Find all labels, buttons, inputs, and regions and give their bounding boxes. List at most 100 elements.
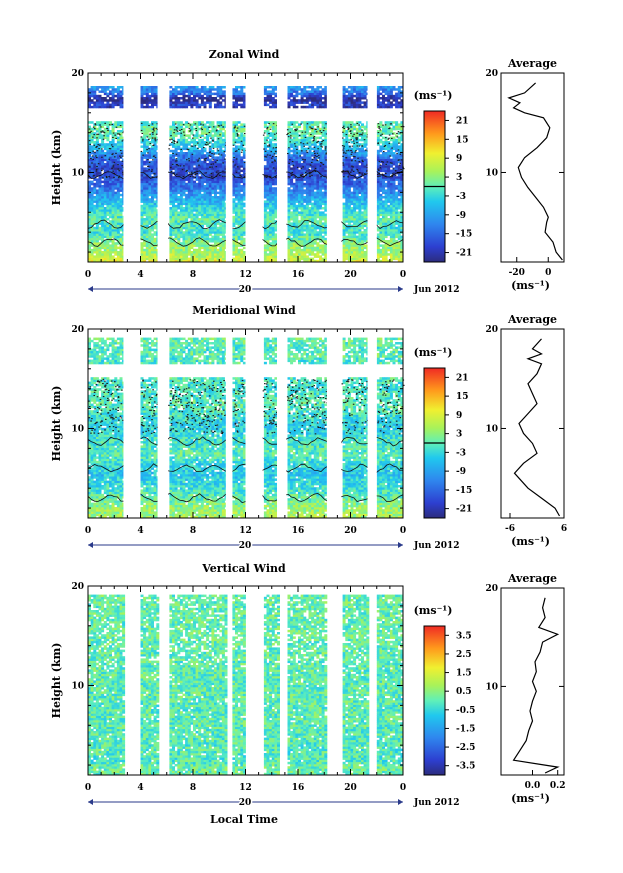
heatmap-cell bbox=[193, 222, 196, 225]
heatmap-cell bbox=[269, 202, 273, 206]
heatmap-cell bbox=[174, 207, 178, 210]
heatmap-cell bbox=[114, 94, 118, 98]
heatmap-cell bbox=[119, 257, 123, 261]
heatmap-cell bbox=[271, 125, 275, 129]
heatmap-cell bbox=[148, 156, 152, 159]
heatmap-cell bbox=[185, 235, 189, 239]
heatmap-cell bbox=[319, 169, 322, 173]
heatmap-cell bbox=[242, 154, 246, 157]
heatmap-cell bbox=[345, 248, 349, 252]
heatmap-cell bbox=[269, 229, 273, 232]
heatmap-cell bbox=[169, 103, 173, 107]
heatmap-cell bbox=[342, 240, 346, 243]
heatmap-cell bbox=[221, 182, 225, 186]
heatmap-cell bbox=[193, 136, 196, 140]
heatmap-cell bbox=[269, 222, 273, 225]
heatmap-cell bbox=[287, 229, 291, 232]
heatmap-cell bbox=[98, 215, 102, 219]
heatmap-cell bbox=[95, 248, 99, 252]
heatmap-cell bbox=[93, 213, 97, 217]
heatmap-cell bbox=[119, 154, 123, 157]
heatmap-cell bbox=[103, 235, 107, 239]
heatmap-cell bbox=[208, 147, 212, 151]
heatmap-cell bbox=[298, 251, 301, 254]
heatmap-cell bbox=[174, 193, 178, 197]
heatmap-cell bbox=[240, 92, 244, 96]
heatmap-cell bbox=[347, 248, 351, 252]
heatmap-cell bbox=[116, 193, 120, 197]
heatmap-cell bbox=[271, 147, 275, 151]
heatmap-cell bbox=[106, 196, 110, 199]
heatmap-cell bbox=[316, 176, 320, 179]
heatmap-cell bbox=[177, 92, 181, 96]
heatmap-cell bbox=[242, 141, 246, 144]
heatmap-cell bbox=[355, 191, 359, 195]
heatmap-cell bbox=[119, 143, 123, 146]
heatmap-cell bbox=[101, 235, 105, 239]
heatmap-cell bbox=[106, 99, 110, 102]
heatmap-cell bbox=[324, 147, 328, 151]
heatmap-cell bbox=[355, 246, 359, 250]
heatmap-cell bbox=[193, 145, 196, 148]
heatmap-cell bbox=[287, 169, 291, 173]
heatmap-cell bbox=[111, 207, 115, 210]
heatmap-cell bbox=[350, 255, 354, 258]
heatmap-cell bbox=[179, 187, 183, 190]
heatmap-cell bbox=[179, 209, 183, 212]
heatmap-cell bbox=[98, 226, 102, 230]
heatmap-cell bbox=[190, 253, 194, 256]
heatmap-cell bbox=[93, 94, 97, 98]
heatmap-cell bbox=[237, 207, 241, 210]
heatmap-cell bbox=[345, 97, 349, 100]
heatmap-cell bbox=[266, 182, 270, 186]
heatmap-cell bbox=[106, 165, 110, 168]
heatmap-cell bbox=[208, 200, 212, 203]
heatmap-cell bbox=[169, 125, 173, 129]
heatmap-cell bbox=[114, 176, 118, 179]
heatmap-cell bbox=[355, 178, 359, 181]
heatmap-cell bbox=[111, 233, 115, 236]
heatmap-cell bbox=[271, 158, 275, 162]
heatmap-cell bbox=[347, 218, 351, 221]
heatmap-cell bbox=[292, 169, 296, 173]
heatmap-cell bbox=[148, 237, 152, 241]
heatmap-cell bbox=[198, 211, 202, 214]
heatmap-cell bbox=[182, 218, 186, 221]
heatmap-cell bbox=[305, 92, 309, 96]
heatmap-cell bbox=[303, 90, 307, 93]
heatmap-cell bbox=[153, 97, 157, 100]
heatmap-cell bbox=[345, 209, 349, 212]
heatmap-cell bbox=[342, 141, 346, 144]
heatmap-cell bbox=[266, 167, 270, 170]
heatmap-cell bbox=[208, 202, 212, 206]
heatmap-cell bbox=[316, 160, 320, 164]
heatmap-cell bbox=[145, 224, 149, 228]
heatmap-cell bbox=[187, 174, 191, 177]
heatmap-cell bbox=[103, 167, 107, 170]
heatmap-cell bbox=[219, 185, 223, 188]
heatmap-cell bbox=[203, 257, 207, 261]
heatmap-cell bbox=[116, 103, 120, 107]
heatmap-cell bbox=[232, 202, 236, 206]
heatmap-cell bbox=[190, 182, 194, 186]
heatmap-cell bbox=[290, 189, 294, 192]
heatmap-cell bbox=[313, 182, 317, 186]
heatmap-cell bbox=[190, 202, 194, 206]
heatmap-cell bbox=[109, 224, 112, 228]
heatmap-cell bbox=[271, 134, 275, 137]
heatmap-cell bbox=[298, 141, 301, 144]
heatmap-cell bbox=[290, 158, 294, 162]
heatmap-cell bbox=[308, 193, 312, 197]
heatmap-cell bbox=[232, 92, 236, 96]
heatmap-cell bbox=[263, 180, 267, 184]
heatmap-cell bbox=[172, 218, 175, 221]
heatmap-cell bbox=[206, 187, 210, 190]
heatmap-cell bbox=[303, 86, 307, 89]
heatmap-cell bbox=[95, 204, 99, 208]
heatmap-cell bbox=[232, 180, 236, 184]
heatmap-cell bbox=[190, 198, 194, 201]
heatmap-cell bbox=[211, 235, 215, 239]
heatmap-cell bbox=[208, 218, 212, 221]
heatmap-cell bbox=[216, 171, 220, 175]
heatmap-cell bbox=[269, 134, 273, 137]
